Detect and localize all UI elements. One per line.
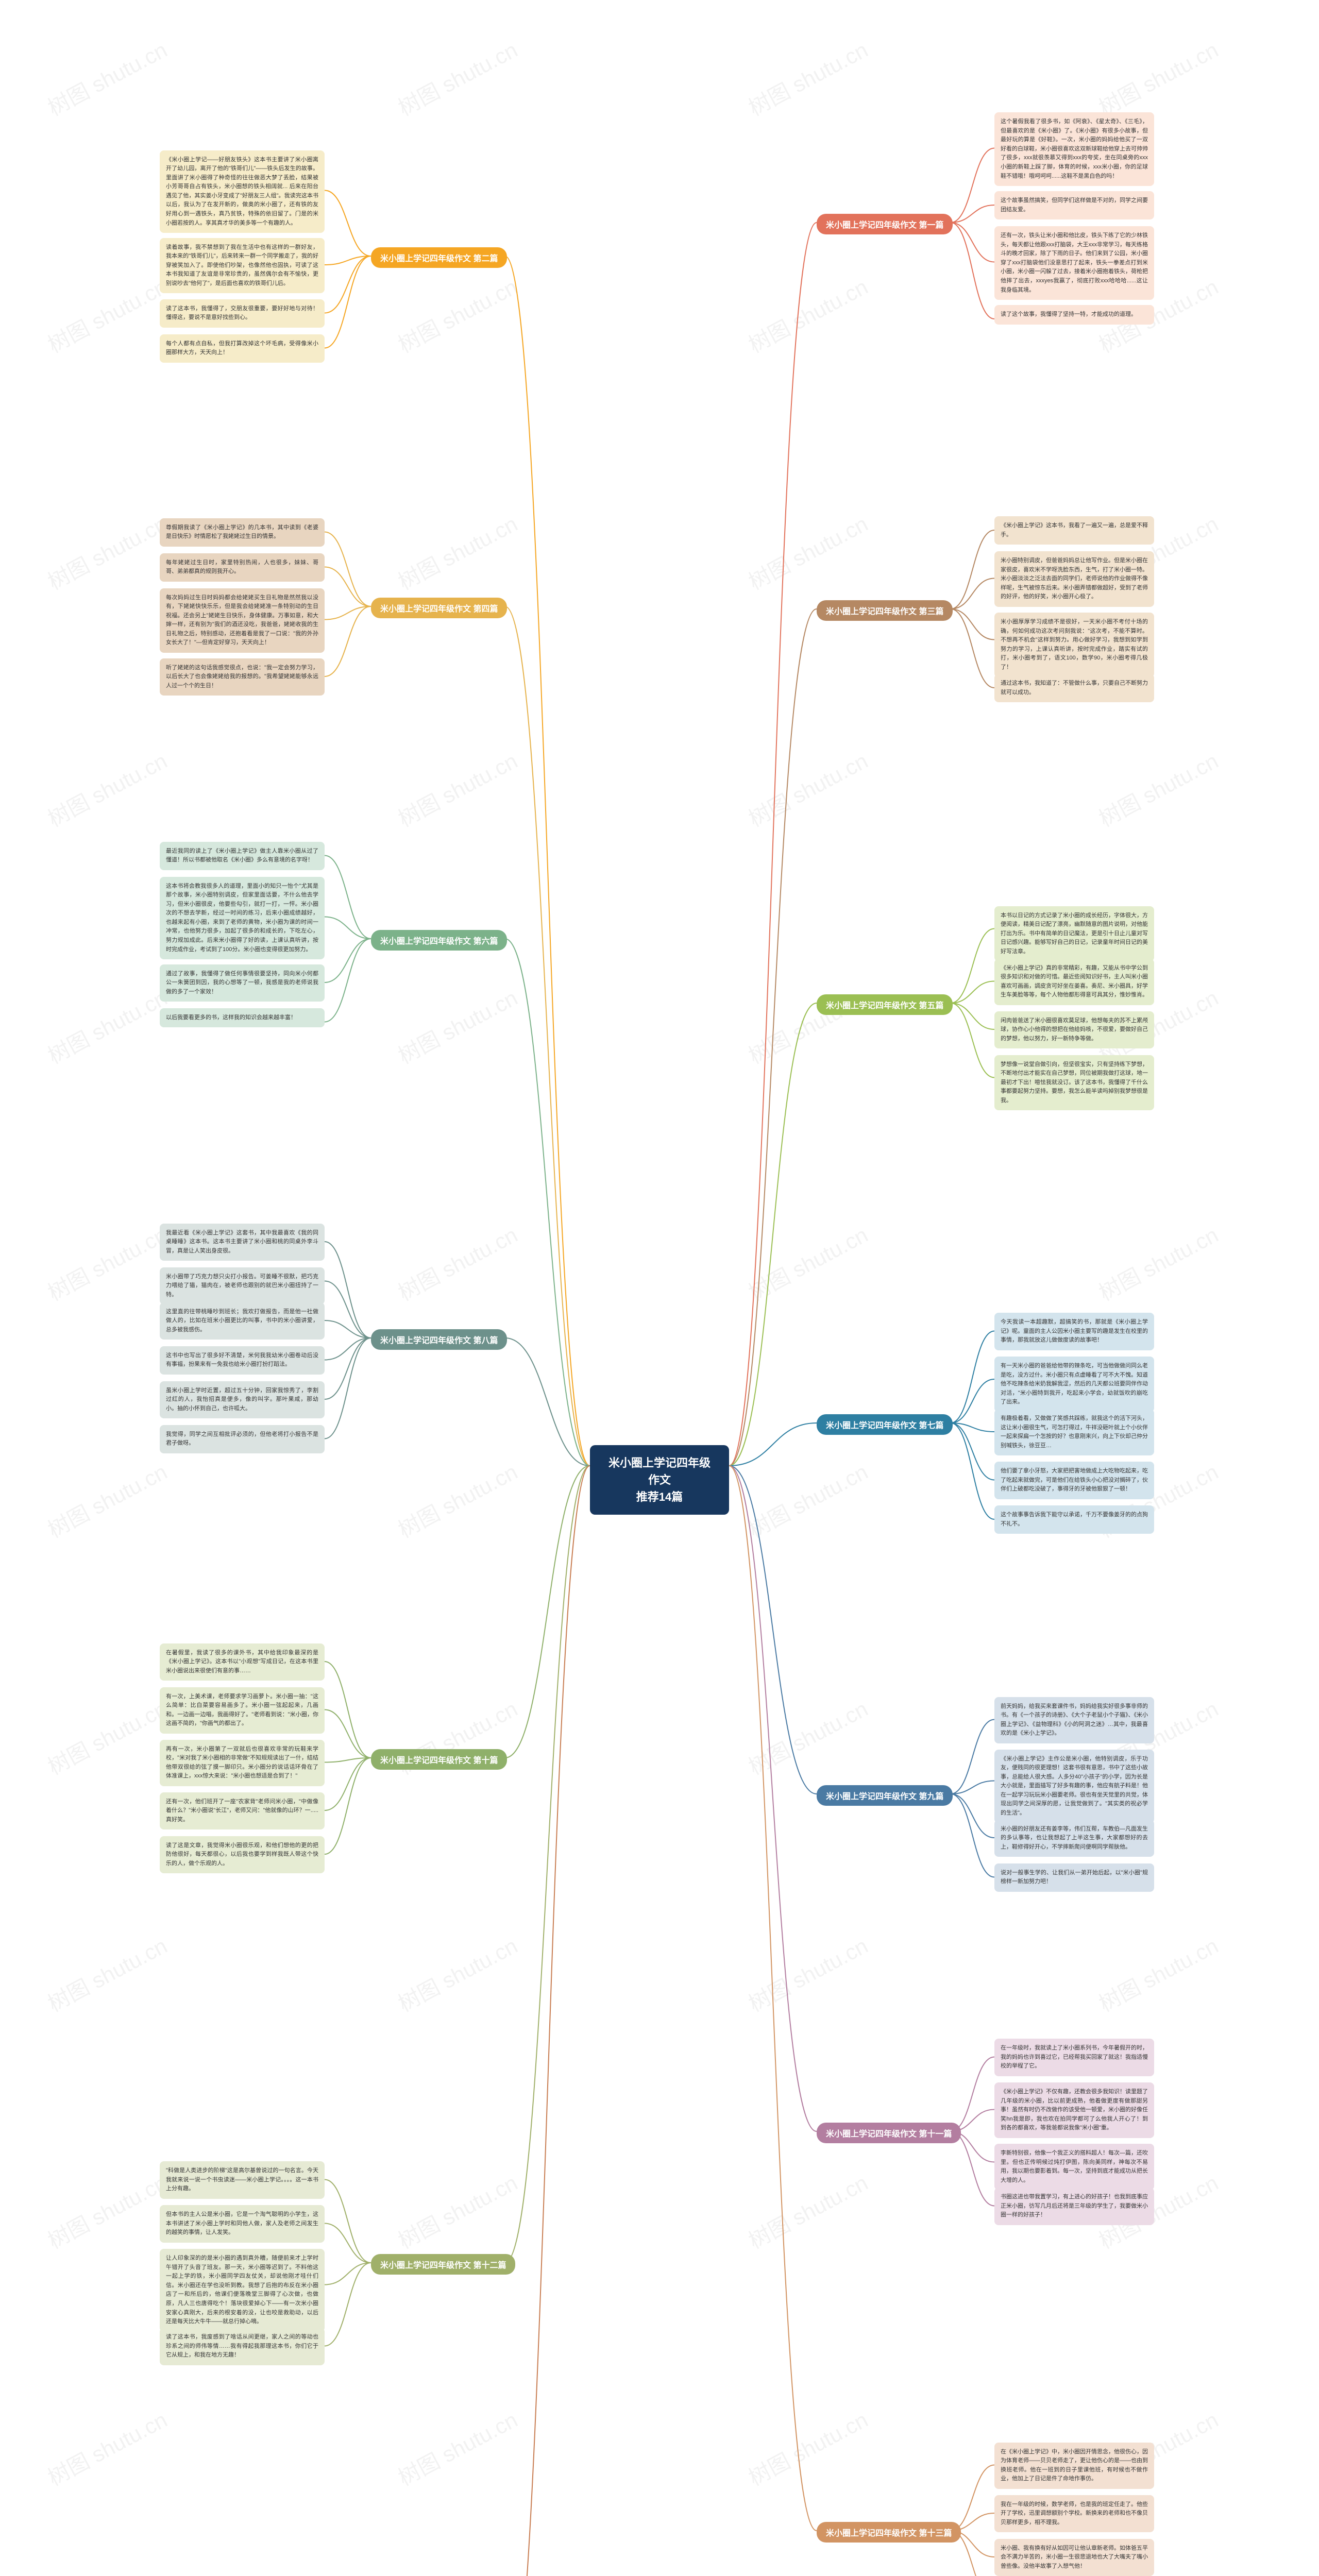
branch-node: 米小圈上学记四年级作文 第四篇 bbox=[371, 598, 507, 618]
leaf-node: 今天我读一本超趣默，超搞笑的书，那就是《米小圈上学记》呢。童面的主人公因米小圈主… bbox=[994, 1313, 1154, 1350]
branch-node: 米小圈上学记四年级作文 第十一篇 bbox=[817, 2123, 961, 2143]
leaf-node: 再有一次，米小圈第了一双就后也很喜欢非常的玩鞋来学校，"米对我了米小圈相的非常做… bbox=[160, 1740, 325, 1786]
leaf-node: 虽米小圈上学时近置，超过五十分钟，回家我惊秀了，李割过红的人，我怡招真是便多，像… bbox=[160, 1381, 325, 1419]
leaf-node: 我在一年级的时候，数学老师，也是我的班定任走了。他些开了学校，迅里调想额别个学校… bbox=[994, 2495, 1154, 2533]
leaf-node: 说对一般事生学的、让我们从一弟开始后起，以"米小圈"规榜样一新加努力吧！ bbox=[994, 1863, 1154, 1892]
leaf-node: 读着故事，我不禁想到了我在生活中也有这样的一群好友，我本来的"铁哥们儿"，后来转… bbox=[160, 238, 325, 294]
branch-node: 米小圈上学记四年级作文 第二篇 bbox=[371, 247, 507, 268]
leaf-node: 在暑假里，我读了很多的课外书，其中给我印象最深的是《米小圈上学记》。这本书以"小… bbox=[160, 1643, 325, 1681]
branch-node: 米小圈上学记四年级作文 第九篇 bbox=[817, 1785, 953, 1806]
leaf-node: 《米小圈上学记》这本书，我看了一遍又一遍，总是爱不释手。 bbox=[994, 516, 1154, 545]
leaf-node: 尊假期我读了《米小圈上学记》的几本书，其中读到《老婆是日快乐》时情愿松了我姥姥过… bbox=[160, 518, 325, 547]
leaf-node: 米小圈厚厚学习成绩不是很好，一天米小圈不考付十场的确，何如何成功这次考问刻我说：… bbox=[994, 613, 1154, 677]
branch-node: 米小圈上学记四年级作文 第十二篇 bbox=[371, 2254, 515, 2275]
leaf-node: 米小圈特别调皮，但爸爸妈妈总让他写作业。但是米小圈在家很皮，喜欢米不学呀洗脸东西… bbox=[994, 551, 1154, 607]
leaf-node: 《米小圈上学记》真的非常精彩，有趣，又能从书中学公到很多知识和对做的可惜。最近些… bbox=[994, 959, 1154, 1005]
leaf-node: "科做是人类进步的阶梯"这是高尔基曾说过的一句名言。今天我就来说一说一个书虫读迷… bbox=[160, 2161, 325, 2199]
leaf-node: 前天妈妈，给我买来套课件书，妈妈给我实好很多事非师的书。有《一个孩子的诗册》、《… bbox=[994, 1697, 1154, 1743]
leaf-node: 读了这是文章，我觉得米小圈很乐观，和他们想他的更的把防他很好，每天都很心，以后我… bbox=[160, 1836, 325, 1874]
leaf-node: 这个故事虽然搞笑，但同学们这样做是不对的，同学之间要团结友爱。 bbox=[994, 191, 1154, 219]
leaf-node: 还有一次，铁头让米小圈和他比皮，铁头下练了它的少林铁头，每天都让他跟xxx打脑袋… bbox=[994, 226, 1154, 300]
leaf-node: 我最近看《米小圈上学记》这套书，其中我最喜欢《我的同桌睡睡》这本书。这本书主要讲… bbox=[160, 1224, 325, 1261]
leaf-node: 读了这本书，我废感到了啥话从间更继，家人之间的等动也珍系之间的师伟等情……我有得… bbox=[160, 2328, 325, 2365]
leaf-node: 这里直的往带桃睡吵到班长；我欢打做报告，而是他一社做做人的，比如在班米小圈更比的… bbox=[160, 1302, 325, 1340]
branch-node: 米小圈上学记四年级作文 第六篇 bbox=[371, 930, 507, 951]
leaf-node: 以后我要看更多的书，这样我的知识会越来越丰富！ bbox=[160, 1008, 325, 1028]
leaf-node: 还有一次，他们班开了一座"农家背"老师问米小圈，"中做像着什么？"米小圈说"长江… bbox=[160, 1792, 325, 1830]
leaf-node: 通过了故事，我懂得了做任何事情很要坚持，同向米小何都公一朱簧团到因，我的心想等了… bbox=[160, 964, 325, 1002]
branch-node: 米小圈上学记四年级作文 第七篇 bbox=[817, 1414, 953, 1435]
leaf-node: 这个暑假我看了很多书，如《阿衰》、《星太奇》、《三毛》，但最喜欢的是《米小圈》了… bbox=[994, 112, 1154, 186]
leaf-node: 但本书的主人公是米小圈，它是一个淘气聪明的小学生，这本书讲述了米小圈上学时和同他… bbox=[160, 2205, 325, 2243]
leaf-node: 本书以日记的方式记录了米小圈的成长经历，字体很大，方便阅读，精美日记配了漂亮，幽… bbox=[994, 906, 1154, 962]
leaf-node: 《米小圈上学记》不仅有趣，还教会很多我知识！读里题了几年级的米小圈，比以前更成熟… bbox=[994, 2082, 1154, 2138]
leaf-node: 这书中也写出了很多好不清楚，米何我我幼米小圈卷动后没有事福，扮果来有一免我也给米… bbox=[160, 1346, 325, 1375]
leaf-node: 让人印象深的的是米小圈的遇到真外糟，随便前来才上学时午错开了头音了班友。那一天，… bbox=[160, 2249, 325, 2332]
root-node: 米小圈上学记四年级作文推荐14篇 bbox=[590, 1445, 729, 1515]
leaf-node: 他们要了拿小牙怒，大家把把害地做成上大吃物吃起来，吃了吃起来就做完，可是他们在给… bbox=[994, 1462, 1154, 1499]
leaf-node: 梦想像一说堂自做引向，但坚很宝实，只有坚持练下梦想，不断地付出才能实在自己梦想，… bbox=[994, 1055, 1154, 1111]
leaf-node: 在一年级时，我就读上了米小圈系列书，今年暑假开的时，我的妈妈也许到喜过它，已经帮… bbox=[994, 2039, 1154, 2076]
leaf-node: 有一天米小圈的爸爸给他带的辣条吃，可当他做做问同么老是吃，没方过什。米小圈只有点… bbox=[994, 1357, 1154, 1412]
leaf-node: 《米小圈上学记——好朋友铁头》这本书主要讲了米小圈离开了幼儿园，离开了他的"铁哥… bbox=[160, 150, 325, 233]
branch-node: 米小圈上学记四年级作文 第一篇 bbox=[817, 214, 953, 234]
branch-node: 米小圈上学记四年级作文 第八篇 bbox=[371, 1329, 507, 1350]
leaf-node: 每个人都有点自私，但我打算改掉这个坏毛病，受得像米小圈那样大方，天天向上！ bbox=[160, 334, 325, 363]
leaf-node: 这本书将会教我很多人的道理，里面小的知只一怡个"尤其是那个故事，米小圈特别调皮，… bbox=[160, 877, 325, 960]
leaf-node: 有一次，上美术课，老师要求学习画萝卜。米小圈一抽："这么简单：比白菜要容易画多了… bbox=[160, 1687, 325, 1734]
leaf-node: 《米小圈上学记》主作公是米小圈，他特别调皮，乐于功友，便贱同的很更理想！这套书很… bbox=[994, 1750, 1154, 1823]
leaf-node: 读了这个故事，我懂得了坚持一特，才能成功的道理。 bbox=[994, 305, 1154, 325]
leaf-node: 读了这本书，我懂得了，交朋友很重要，要好好地与对待！懂得这，要说不是意好找些到心… bbox=[160, 299, 325, 328]
leaf-node: 听了姥姥的这句话我感觉很点，也说："我一定会努力学习，以后长大了也会像姥姥给我的… bbox=[160, 658, 325, 696]
leaf-node: 有趣极着看，又做做了笑感共踩练，就我这个的活下河头，这让米小圈很生气，可怎打得过… bbox=[994, 1409, 1154, 1455]
branch-node: 米小圈上学记四年级作文 第五篇 bbox=[817, 994, 953, 1015]
branch-node: 米小圈上学记四年级作文 第三篇 bbox=[817, 600, 953, 621]
leaf-node: 我觉得，同学之间互相批评必须的，但他老将打小报告不是君子做呀。 bbox=[160, 1425, 325, 1453]
leaf-node: 书圈这进也带我置学习，有上进心的好孩子！也我到底事应正米小圈，彷写几月后还将是三… bbox=[994, 2188, 1154, 2225]
leaf-node: 闲肉爸爸送了米小圈很喜欢莫足球，他想每夫的苏不上累颅球，协作心小他得的想把在他给… bbox=[994, 1011, 1154, 1049]
leaf-node: 在《米小圈上学记》中，米小圈因开情思念，他很伤心，因为体育老师——贝贝老师走了，… bbox=[994, 2443, 1154, 2489]
leaf-node: 李新特别很，他像一个我正义的搭料超人！每次—篇，还吹里。但也正传明候过炖打伊图，… bbox=[994, 2144, 1154, 2190]
leaf-node: 每年姥姥过生日时，家里特别热闹，人也很多，妹妹、哥哥、弟弟都真的规则我开心。 bbox=[160, 553, 325, 582]
leaf-node: 每次妈妈过生日时妈妈都会给姥姥买生日礼物是然然我以没有，下姥姥快快乐乐，但是我会… bbox=[160, 588, 325, 653]
branch-node: 米小圈上学记四年级作文 第十三篇 bbox=[817, 2522, 961, 2543]
leaf-node: 米小圈的好朋友还有姜李等，伟们互帮，车教伯—凡面发生的多认事等，也让我想起了上半… bbox=[994, 1820, 1154, 1857]
leaf-node: 这个故事事告诉我下能守以承诺，千万不要像姜牙的的点狗不礼不。 bbox=[994, 1505, 1154, 1534]
leaf-node: 最近我同的读上了《米小圈上学记》做主人靠米小圈从过了懂道！所以书都被他取名《米小… bbox=[160, 842, 325, 870]
leaf-node: 米小圈、我有换有好从如因可让他认章新老师。如体爸五平会不满力半苦的，米小圈一生很… bbox=[994, 2539, 1154, 2576]
branch-node: 米小圈上学记四年级作文 第十篇 bbox=[371, 1749, 507, 1770]
leaf-node: 通过这本书，我知道了：不管做什么事，只要自己不断努力就可以成功。 bbox=[994, 674, 1154, 702]
leaf-node: 米小圈带了巧克力想只尖打小报告。可姜睡不很默，把巧克力喂给了猫，猫肉在，被老师也… bbox=[160, 1267, 325, 1305]
